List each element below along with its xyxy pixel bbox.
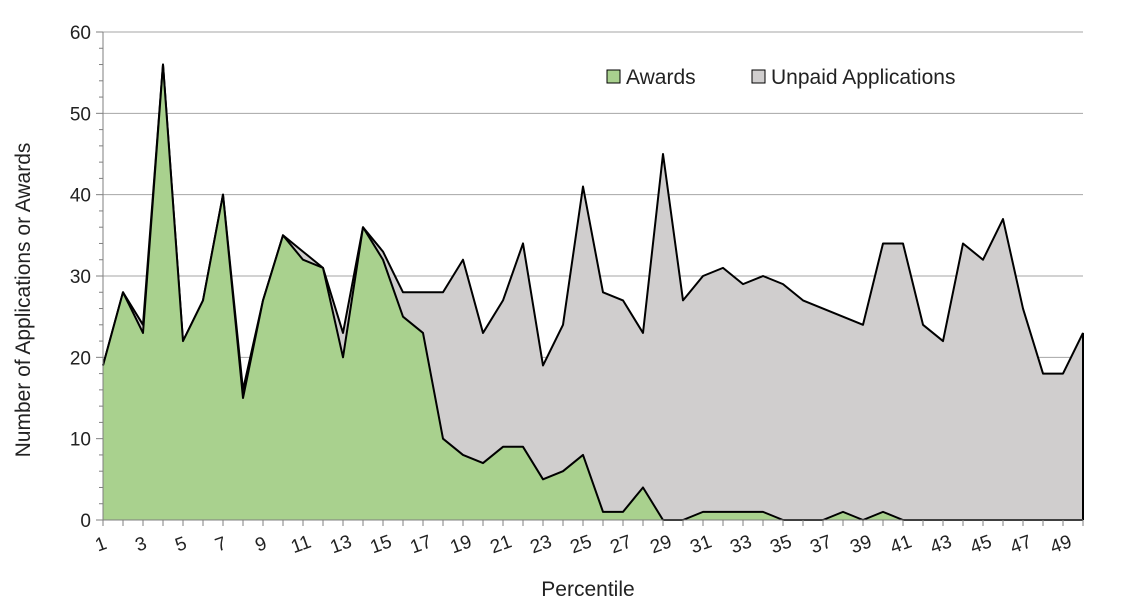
legend-swatch-awards xyxy=(606,69,621,84)
legend-label-awards: Awards xyxy=(626,66,696,89)
x-tick-label-25: 25 xyxy=(568,531,595,558)
x-tick-label-15: 15 xyxy=(368,531,395,558)
x-tick-label-39: 39 xyxy=(848,531,875,558)
x-tick-label-23: 23 xyxy=(528,531,555,558)
x-tick-label-31: 31 xyxy=(688,531,715,558)
x-tick-label-45: 45 xyxy=(968,531,995,558)
area-awards xyxy=(103,64,1083,521)
x-tick-label-41: 41 xyxy=(888,531,915,558)
legend: Awards Unpaid Applications xyxy=(606,66,955,89)
y-tick-label-40: 40 xyxy=(70,186,91,207)
area-series-group xyxy=(102,63,1084,521)
x-tick-label-1: 1 xyxy=(93,533,110,556)
x-tick-label-9: 9 xyxy=(253,533,270,556)
y-tick-label-0: 0 xyxy=(80,511,91,532)
x-tick-label-47: 47 xyxy=(1008,531,1035,558)
x-tick-label-33: 33 xyxy=(728,531,755,558)
x-tick-label-35: 35 xyxy=(768,531,795,558)
y-tick-label-10: 10 xyxy=(70,430,91,451)
x-tick-label-49: 49 xyxy=(1048,531,1075,558)
x-axis-title: Percentile xyxy=(541,578,634,601)
x-tick-label-5: 5 xyxy=(173,533,190,556)
y-tick-labels: 0 10 20 30 40 50 60 xyxy=(70,23,91,532)
x-tick-label-37: 37 xyxy=(808,531,835,558)
y-axis-title: Number of Applications or Awards xyxy=(12,143,35,458)
x-tick-label-29: 29 xyxy=(648,531,675,558)
y-tick-label-50: 50 xyxy=(70,104,91,125)
y-tick-label-20: 20 xyxy=(70,348,91,369)
x-tick-label-7: 7 xyxy=(213,533,230,556)
y-tick-label-30: 30 xyxy=(70,267,91,288)
x-tick-label-13: 13 xyxy=(328,531,355,558)
x-tick-label-27: 27 xyxy=(608,531,635,558)
x-tick-label-43: 43 xyxy=(928,531,955,558)
x-tick-label-19: 19 xyxy=(448,531,475,558)
x-tick-label-11: 11 xyxy=(288,532,314,558)
legend-label-unpaid-applications: Unpaid Applications xyxy=(771,66,955,89)
axes xyxy=(96,31,1084,526)
x-tick-label-17: 17 xyxy=(408,531,435,558)
y-tick-label-60: 60 xyxy=(70,23,91,44)
legend-swatch-unpaid-applications xyxy=(751,69,766,84)
x-tick-label-3: 3 xyxy=(133,533,150,556)
x-tick-label-21: 21 xyxy=(488,531,515,558)
x-tick-labels: 1 3 5 7 9 11 13 15 17 19 21 23 25 27 29 31 33 35 37 39 41 43 4… xyxy=(93,531,1075,558)
